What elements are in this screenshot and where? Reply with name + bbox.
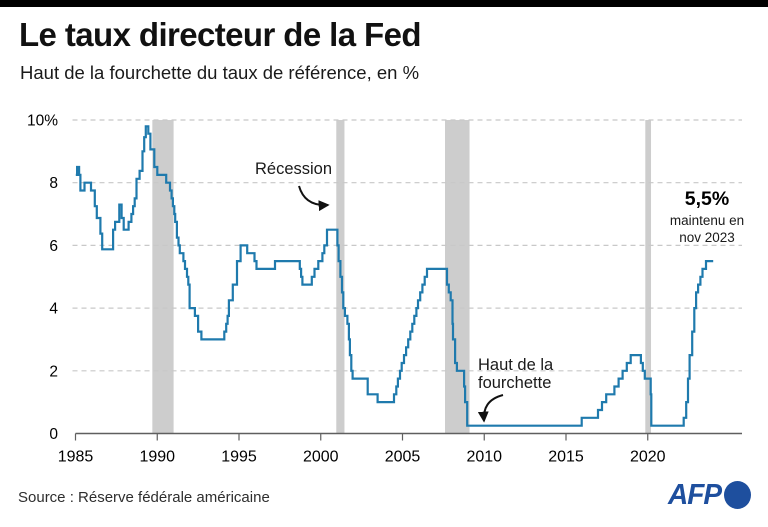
x-tick-label: 2010 bbox=[466, 449, 502, 466]
y-tick-label: 8 bbox=[49, 175, 58, 192]
range-top-arrow bbox=[477, 394, 504, 423]
x-tick-label: 2005 bbox=[385, 449, 421, 466]
recession-band bbox=[152, 120, 174, 434]
top-bar bbox=[0, 0, 768, 7]
afp-logo: AFP bbox=[668, 479, 751, 511]
latest-rate-note-line2: nov 2023 bbox=[679, 230, 735, 245]
x-tick-label: 2000 bbox=[303, 449, 339, 466]
recession-band bbox=[445, 120, 470, 434]
x-tick-label: 2015 bbox=[548, 449, 584, 466]
x-tick-label: 2020 bbox=[630, 449, 666, 466]
page-title: Le taux directeur de la Fed bbox=[19, 16, 422, 53]
latest-rate-annotation: 5,5% maintenu en nov 2023 bbox=[648, 188, 766, 245]
chart-subtitle: Haut de la fourchette du taux de référen… bbox=[20, 62, 420, 83]
range-top-annotation-line1: Haut de la bbox=[478, 356, 554, 374]
y-tick-label: 6 bbox=[49, 238, 58, 255]
y-tick-label: 4 bbox=[49, 301, 58, 318]
x-tick-label: 1995 bbox=[221, 449, 257, 466]
y-tick-label: 0 bbox=[49, 426, 58, 443]
y-tick-label: 10% bbox=[27, 113, 58, 130]
latest-rate-note-line1: maintenu en bbox=[669, 213, 745, 228]
latest-rate-value: 5,5% bbox=[684, 188, 730, 210]
source-credit: Source : Réserve fédérale américaine bbox=[18, 489, 270, 506]
x-tick-label: 1990 bbox=[139, 449, 175, 466]
y-tick-label: 2 bbox=[49, 363, 58, 380]
afp-logo-circle-icon bbox=[724, 481, 751, 509]
recession-band bbox=[645, 120, 652, 434]
afp-logo-text: AFP bbox=[668, 478, 722, 511]
x-tick-label: 1985 bbox=[58, 449, 94, 466]
recession-arrow bbox=[298, 185, 330, 212]
recession-annotation-label: Récession bbox=[255, 160, 333, 178]
range-top-annotation-line2: fourchette bbox=[478, 374, 552, 392]
rate-step-line bbox=[75, 125, 714, 427]
range-top-annotation: Haut de la fourchette bbox=[478, 356, 553, 392]
